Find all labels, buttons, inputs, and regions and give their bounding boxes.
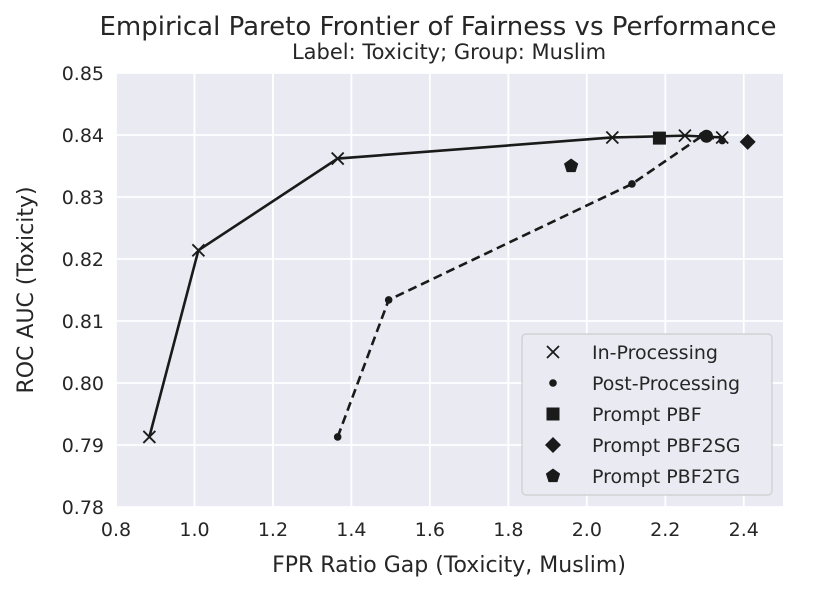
x-tick-label: 1.2 xyxy=(258,519,288,541)
post-processing-point xyxy=(718,136,726,145)
x-tick-label: 0.8 xyxy=(101,519,131,541)
x-stroke xyxy=(191,243,206,257)
tick-labels: 0.8 1.0 1.2 1.4 1.6 1.8 2.0 2.2 2.4 0.78 0.79 0.80 0… xyxy=(62,63,759,541)
x-stroke xyxy=(605,130,619,145)
legend-label-post-processing: Post-Processing xyxy=(592,373,740,395)
in-processing-point xyxy=(142,430,156,444)
prompt-pbf2sg-point xyxy=(739,133,756,150)
in-processing-point xyxy=(331,151,345,166)
x-tick-label: 1.4 xyxy=(336,519,366,541)
legend-marker-post-processing xyxy=(549,379,557,387)
y-tick-label: 0.85 xyxy=(62,63,104,85)
y-tick-label: 0.80 xyxy=(62,373,104,395)
x-tick-label: 2.2 xyxy=(650,519,680,541)
legend-label-prompt-pbf2sg: Prompt PBF2SG xyxy=(592,435,741,457)
y-tick-label: 0.78 xyxy=(62,497,104,519)
legend: In-Processing Post-Processing Prompt PBF Pr… xyxy=(521,333,773,496)
post-processing-point xyxy=(333,433,342,441)
x-tick-label: 2.0 xyxy=(572,519,602,541)
y-tick-label: 0.84 xyxy=(62,125,104,147)
legend-marker-in-processing xyxy=(546,345,560,359)
prompt-pbf-point xyxy=(652,131,666,145)
in-processing-point xyxy=(605,130,619,145)
prompt-pbf2tg-point xyxy=(564,158,579,173)
data-markers xyxy=(142,128,756,444)
post-processing-point xyxy=(628,180,636,188)
x-tick-label: 1.6 xyxy=(415,519,445,541)
legend-marker-prompt-pbf2sg xyxy=(545,437,561,453)
chart-title: Empirical Pareto Frontier of Fairness vs… xyxy=(99,12,776,42)
x-stroke xyxy=(678,128,692,143)
in-processing-point xyxy=(191,243,206,257)
x-tick-label: 1.8 xyxy=(493,519,523,541)
y-tick-label: 0.83 xyxy=(62,187,104,209)
y-tick-label: 0.81 xyxy=(62,311,104,333)
x-stroke xyxy=(331,151,345,166)
in-processing-point xyxy=(678,128,692,143)
legend-label-prompt-pbf2tg: Prompt PBF2TG xyxy=(592,466,740,488)
chart-subtitle: Label: Toxicity; Group: Muslim xyxy=(292,40,606,64)
legend-marker-prompt-pbf2tg xyxy=(545,468,561,483)
x-stroke xyxy=(546,345,560,359)
legend-label-prompt-pbf: Prompt PBF xyxy=(592,404,702,426)
y-tick-label: 0.79 xyxy=(62,435,104,457)
x-tick-label: 1.0 xyxy=(179,519,209,541)
y-tick-label: 0.82 xyxy=(62,249,104,271)
legend-label-in-processing: In-Processing xyxy=(592,342,718,364)
post-processing-point xyxy=(384,296,393,304)
legend-marker-prompt-pbf xyxy=(546,407,560,421)
in-processing-line xyxy=(148,134,723,438)
legend-box xyxy=(521,333,773,496)
y-axis-label: ROC AUC (Toxicity) xyxy=(14,186,39,393)
extra-point xyxy=(699,129,713,143)
x-axis-label: FPR Ratio Gap (Toxicity, Muslim) xyxy=(272,553,626,578)
x-stroke xyxy=(142,430,156,444)
x-tick-label: 2.4 xyxy=(729,519,759,541)
